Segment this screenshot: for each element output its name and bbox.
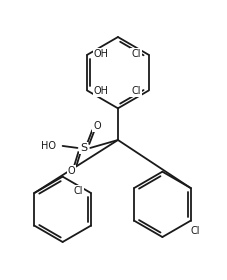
Text: Cl: Cl — [73, 186, 83, 196]
Text: OH: OH — [94, 87, 109, 97]
Text: O: O — [68, 166, 75, 176]
Text: HO: HO — [41, 141, 56, 151]
Text: OH: OH — [94, 49, 109, 59]
Text: S: S — [80, 143, 87, 153]
Text: Cl: Cl — [191, 226, 200, 235]
Text: Cl: Cl — [131, 87, 141, 97]
Text: O: O — [93, 121, 101, 131]
Text: Cl: Cl — [131, 49, 141, 59]
